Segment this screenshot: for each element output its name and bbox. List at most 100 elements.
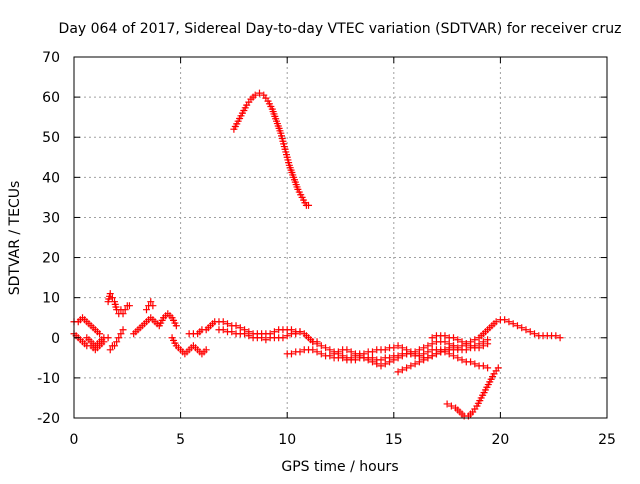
data-point xyxy=(428,334,436,342)
data-point xyxy=(147,298,155,306)
data-point xyxy=(449,334,457,342)
data-point xyxy=(420,356,428,364)
data-point xyxy=(479,362,487,370)
data-point xyxy=(317,342,325,350)
y-tick-label: 70 xyxy=(42,50,60,66)
data-point xyxy=(142,306,150,314)
data-point xyxy=(432,350,440,358)
x-tick-label: 0 xyxy=(70,432,79,448)
data-point xyxy=(420,344,428,352)
data-point xyxy=(111,342,119,350)
data-point xyxy=(172,322,180,330)
data-series-arc-13 xyxy=(283,346,492,372)
data-point xyxy=(296,348,304,356)
data-point xyxy=(437,348,445,356)
data-point xyxy=(449,352,457,360)
data-point xyxy=(326,346,334,354)
data-point xyxy=(104,334,112,342)
x-tick-label: 20 xyxy=(491,432,509,448)
data-point xyxy=(106,346,114,354)
data-point xyxy=(447,402,455,410)
data-point xyxy=(531,330,539,338)
x-tick-label: 15 xyxy=(385,432,403,448)
plot-frame xyxy=(73,56,608,419)
data-point xyxy=(411,360,419,368)
data-point xyxy=(106,290,114,298)
y-tick-label: 50 xyxy=(42,130,60,146)
data-point xyxy=(255,89,263,97)
data-point xyxy=(403,364,411,372)
data-point xyxy=(334,348,342,356)
data-point xyxy=(351,356,359,364)
data-point xyxy=(424,354,432,362)
data-point xyxy=(351,350,359,358)
data-point xyxy=(364,356,372,364)
data-point xyxy=(556,334,564,342)
y-tick-label: 60 xyxy=(42,90,60,106)
data-point xyxy=(347,348,355,356)
data-series-arc-4 xyxy=(104,290,133,318)
data-point xyxy=(484,340,492,348)
data-point xyxy=(390,356,398,364)
data-point xyxy=(415,358,423,366)
data-point xyxy=(484,364,492,372)
data-point xyxy=(224,320,232,328)
data-point xyxy=(445,344,453,352)
data-point xyxy=(149,302,157,310)
data-point xyxy=(398,352,406,360)
x-tick-label: 25 xyxy=(598,432,616,448)
data-point xyxy=(115,334,123,342)
data-point xyxy=(245,332,253,340)
data-point xyxy=(326,352,334,360)
data-point xyxy=(518,324,526,332)
data-point xyxy=(492,318,500,326)
data-point xyxy=(471,360,479,368)
data-point xyxy=(526,328,534,336)
data-point xyxy=(458,338,466,346)
data-point xyxy=(479,342,487,350)
y-tick-label: 10 xyxy=(42,291,60,307)
data-point xyxy=(381,346,389,354)
data-point xyxy=(454,354,462,362)
data-point xyxy=(113,338,121,346)
data-point xyxy=(228,328,236,336)
data-series-arc-16 xyxy=(428,332,492,352)
data-point xyxy=(339,354,347,362)
data-point xyxy=(509,320,517,328)
data-point xyxy=(287,350,295,358)
data-point xyxy=(398,366,406,374)
chart-title: Day 064 of 2017, Sidereal Day-to-day VTE… xyxy=(59,21,622,37)
data-point xyxy=(513,322,521,330)
data-point xyxy=(398,344,406,352)
data-series-arc-11 xyxy=(230,89,313,209)
data-series-arc-2 xyxy=(70,330,108,354)
data-point xyxy=(121,306,129,314)
data-point xyxy=(96,330,104,338)
data-point xyxy=(258,334,266,342)
y-tick-label: 30 xyxy=(42,210,60,226)
data-point xyxy=(368,348,376,356)
data-series-arc-7 xyxy=(142,298,157,314)
data-point xyxy=(471,336,479,344)
data-point xyxy=(262,336,270,344)
y-tick-label: -10 xyxy=(37,371,60,387)
data-point xyxy=(360,354,368,362)
data-point xyxy=(296,328,304,336)
data-point xyxy=(462,346,470,354)
data-layer xyxy=(70,89,564,420)
data-point xyxy=(317,350,325,358)
data-point xyxy=(424,342,432,350)
data-series-arc-10 xyxy=(215,326,321,346)
data-point xyxy=(305,201,313,209)
data-point xyxy=(119,310,127,318)
data-point xyxy=(241,330,249,338)
grid-layer xyxy=(74,57,607,418)
data-point xyxy=(386,358,394,366)
data-point xyxy=(279,334,287,342)
data-point xyxy=(309,346,317,354)
data-point xyxy=(343,346,351,354)
data-point xyxy=(428,352,436,360)
data-point xyxy=(407,362,415,370)
data-point xyxy=(411,350,419,358)
